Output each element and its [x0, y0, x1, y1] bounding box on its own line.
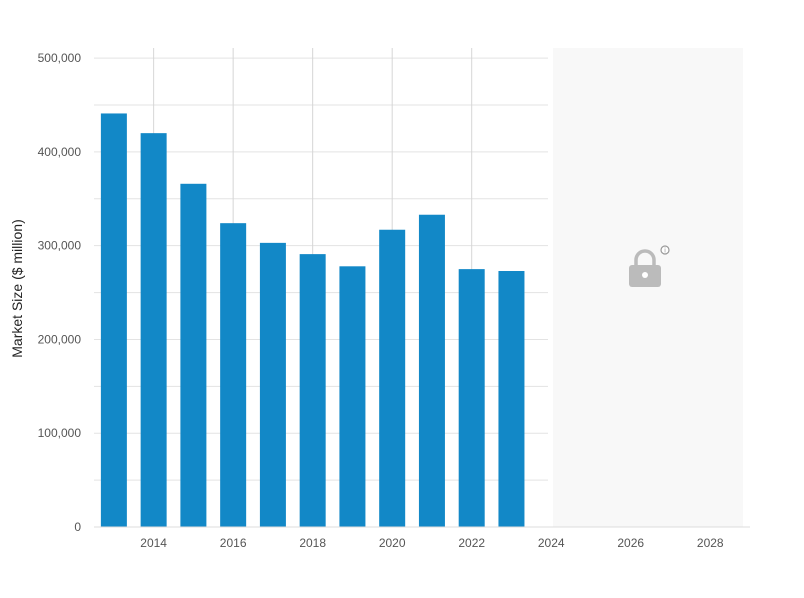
- bars: [100, 113, 525, 528]
- y-tick-label: 0: [74, 520, 81, 534]
- x-tick-label: 2022: [458, 536, 485, 550]
- bar-2018[interactable]: [299, 254, 326, 527]
- bar-2020[interactable]: [379, 229, 406, 527]
- y-axis-title: Market Size ($ million): [9, 219, 25, 357]
- x-tick-label: 2028: [697, 536, 724, 550]
- bar-2015[interactable]: [180, 183, 207, 527]
- bar-2021[interactable]: [418, 214, 445, 528]
- y-tick-label: 200,000: [38, 332, 82, 346]
- y-tick-labels: 0 100,000 200,000 300,000 400,000 500,000: [38, 51, 82, 534]
- x-tick-label: 2024: [538, 536, 565, 550]
- y-tick-label: 400,000: [38, 145, 82, 159]
- x-tick-label: 2016: [220, 536, 247, 550]
- y-tick-label: 300,000: [38, 239, 82, 253]
- locked-forecast-region[interactable]: [553, 48, 743, 527]
- x-tick-label: 2026: [617, 536, 644, 550]
- x-tick-label: 2018: [299, 536, 326, 550]
- x-tick-label: 2014: [140, 536, 167, 550]
- x-tick-label: 2020: [379, 536, 406, 550]
- x-tick-labels: 2014 2016 2018 2020 2022 2024 2026 2028: [140, 536, 724, 550]
- y-tick-label: 500,000: [38, 51, 82, 65]
- y-tick-label: 100,000: [38, 426, 82, 440]
- bar-2019[interactable]: [339, 266, 366, 527]
- bar-2017[interactable]: [259, 242, 286, 528]
- lock-icon[interactable]: i: [629, 245, 670, 287]
- bar-2014[interactable]: [140, 133, 167, 527]
- bar-2013[interactable]: [100, 113, 127, 527]
- bar-2016[interactable]: [220, 223, 247, 527]
- bar-2023[interactable]: [498, 270, 525, 527]
- bar-2022[interactable]: [458, 269, 485, 527]
- svg-text:i: i: [664, 248, 666, 255]
